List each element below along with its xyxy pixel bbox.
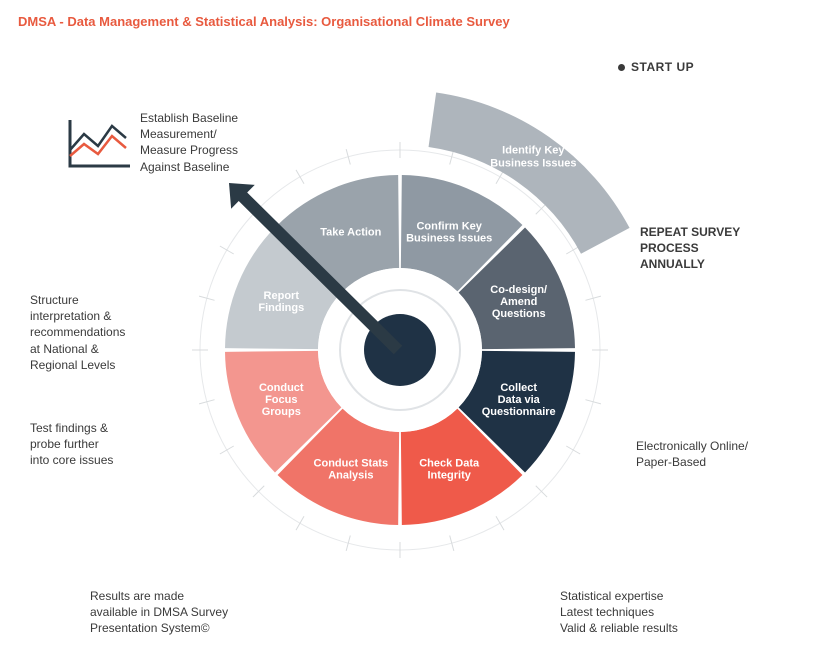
- annual-line-2: ANNUALLY: [640, 257, 705, 271]
- caption-electronic: Electronically Online/Paper-Based: [636, 438, 816, 470]
- tick: [296, 516, 304, 530]
- tick: [496, 516, 504, 530]
- tick: [220, 246, 234, 254]
- segment-label-report: ReportFindings: [258, 290, 304, 314]
- repeat-annually-label: REPEAT SURVEY PROCESS ANNUALLY: [640, 224, 740, 273]
- tick: [566, 446, 580, 454]
- caption-results: Results are madeavailable in DMSA Survey…: [90, 588, 290, 637]
- startup-label: START UP: [618, 60, 694, 74]
- segment-label-focus: ConductFocusGroups: [259, 382, 304, 418]
- tick: [220, 446, 234, 454]
- tick: [296, 170, 304, 184]
- caption-baseline: Establish BaselineMeasurement/Measure Pr…: [140, 110, 290, 175]
- page-title: DMSA - Data Management & Statistical Ana…: [18, 14, 510, 29]
- line-chart-icon: [70, 120, 130, 166]
- caption-structure: Structureinterpretation &recommendations…: [30, 292, 190, 373]
- annual-line-1: PROCESS: [640, 241, 699, 255]
- caption-statexp: Statistical expertiseLatest techniquesVa…: [560, 588, 760, 637]
- segment-label-action: Take Action: [320, 226, 381, 238]
- caption-testfind: Test findings &probe furtherinto core is…: [30, 420, 180, 469]
- outer-arc-label: Identify KeyBusiness Issues: [490, 145, 576, 170]
- annual-line-0: REPEAT SURVEY: [640, 225, 740, 239]
- segment-label-confirm: Confirm KeyBusiness Issues: [406, 220, 492, 244]
